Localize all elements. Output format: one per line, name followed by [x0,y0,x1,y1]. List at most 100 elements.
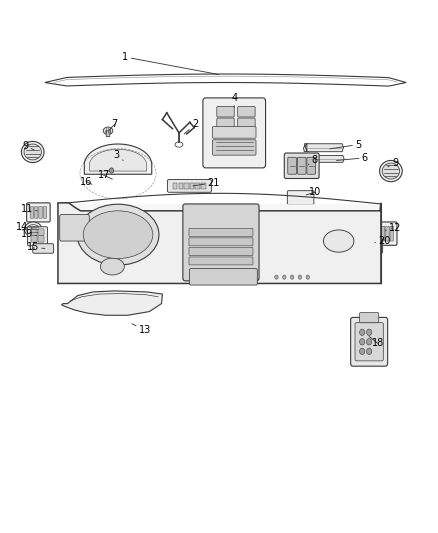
FancyBboxPatch shape [386,226,389,241]
FancyBboxPatch shape [189,269,257,285]
Bar [195,183,200,189]
FancyBboxPatch shape [167,180,212,192]
Bar [173,183,177,189]
Ellipse shape [380,160,402,182]
FancyBboxPatch shape [238,118,255,128]
Text: 20: 20 [375,236,391,246]
Circle shape [275,275,278,279]
Ellipse shape [77,204,159,265]
FancyBboxPatch shape [217,118,234,128]
FancyBboxPatch shape [297,157,306,174]
Text: 6: 6 [336,153,368,163]
FancyBboxPatch shape [38,236,44,242]
Bar [201,183,205,189]
FancyBboxPatch shape [212,140,256,155]
FancyBboxPatch shape [31,229,37,235]
Text: 21: 21 [193,177,220,188]
Circle shape [360,338,365,345]
Text: 3: 3 [113,150,123,160]
Ellipse shape [175,142,183,147]
Text: 17: 17 [98,171,113,180]
Text: 2: 2 [184,119,198,134]
Polygon shape [307,156,344,163]
Circle shape [360,329,365,335]
FancyBboxPatch shape [189,228,253,236]
FancyBboxPatch shape [355,322,383,361]
Polygon shape [32,247,34,249]
FancyBboxPatch shape [284,153,319,179]
FancyBboxPatch shape [377,226,381,241]
Circle shape [110,168,114,173]
Circle shape [360,348,365,354]
Text: 1: 1 [122,52,219,75]
Ellipse shape [382,163,399,179]
FancyBboxPatch shape [351,317,388,366]
Polygon shape [58,204,381,284]
Text: 4: 4 [231,93,237,108]
Polygon shape [58,203,381,284]
FancyBboxPatch shape [39,207,42,218]
FancyBboxPatch shape [35,207,38,218]
FancyBboxPatch shape [43,207,47,218]
Circle shape [367,329,372,335]
FancyBboxPatch shape [60,215,89,241]
FancyBboxPatch shape [288,157,297,174]
FancyBboxPatch shape [374,222,397,245]
Ellipse shape [27,224,40,234]
FancyBboxPatch shape [238,107,255,117]
Circle shape [367,348,372,354]
Ellipse shape [323,230,354,252]
Polygon shape [45,74,406,86]
Text: 13: 13 [132,324,151,335]
Text: 9: 9 [22,141,34,151]
Text: 16: 16 [80,176,92,187]
Ellipse shape [24,144,42,160]
FancyBboxPatch shape [212,126,256,138]
Ellipse shape [83,211,153,259]
Polygon shape [89,149,147,171]
Circle shape [367,338,372,345]
FancyBboxPatch shape [38,229,44,235]
FancyBboxPatch shape [287,191,314,205]
Ellipse shape [103,127,113,134]
FancyBboxPatch shape [203,98,265,168]
Circle shape [306,275,310,279]
Bar [184,183,188,189]
Bar [179,183,183,189]
Polygon shape [304,144,343,152]
Text: 18: 18 [369,336,384,349]
FancyBboxPatch shape [381,226,385,241]
FancyBboxPatch shape [28,227,47,246]
Text: 7: 7 [110,119,118,130]
FancyBboxPatch shape [189,257,253,265]
Circle shape [283,275,286,279]
Bar [190,183,194,189]
Ellipse shape [21,141,44,163]
FancyBboxPatch shape [189,247,253,255]
Text: 12: 12 [385,223,402,233]
Text: 19: 19 [21,229,37,239]
FancyBboxPatch shape [27,203,50,222]
Circle shape [298,275,302,279]
Circle shape [290,275,294,279]
Text: 15: 15 [27,243,45,253]
FancyBboxPatch shape [30,207,34,218]
Text: 8: 8 [308,156,318,165]
FancyBboxPatch shape [183,204,259,281]
Text: 9: 9 [388,158,398,168]
Polygon shape [84,144,152,174]
Polygon shape [61,291,162,316]
FancyBboxPatch shape [360,313,379,322]
Polygon shape [106,131,110,136]
FancyBboxPatch shape [307,157,316,174]
FancyBboxPatch shape [189,238,253,246]
Ellipse shape [100,258,124,275]
Text: 10: 10 [306,187,321,197]
FancyBboxPatch shape [33,244,53,253]
FancyBboxPatch shape [31,236,37,242]
FancyBboxPatch shape [356,238,383,253]
Ellipse shape [25,222,42,237]
Text: 5: 5 [330,140,361,150]
Text: 14: 14 [16,222,32,232]
Text: 11: 11 [21,204,37,214]
